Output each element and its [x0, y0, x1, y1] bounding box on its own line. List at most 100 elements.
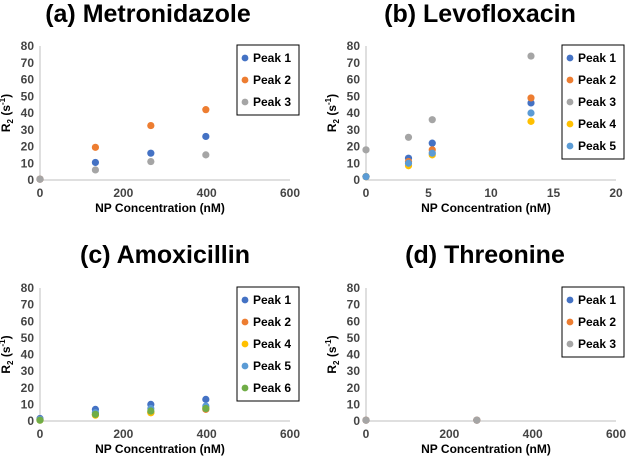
y-tick-label: 0 — [353, 173, 360, 187]
legend-label: Peak 2 — [578, 73, 616, 87]
y-tick-label: 30 — [347, 123, 361, 137]
y-tick-label: 60 — [21, 73, 35, 87]
data-point — [36, 416, 44, 424]
data-point — [527, 99, 535, 107]
series-peak-2 — [36, 106, 210, 183]
series-peak-4 — [362, 117, 535, 181]
data-point — [527, 109, 535, 117]
legend-label: Peak 5 — [578, 139, 616, 153]
legend-marker — [566, 76, 574, 84]
series-peak-6 — [36, 404, 210, 424]
x-tick-label: 200 — [439, 427, 459, 441]
series-peak-3 — [362, 52, 535, 154]
y-tick-label: 10 — [347, 156, 361, 170]
x-tick-label: 400 — [197, 427, 217, 441]
data-point — [202, 132, 210, 141]
series-peak-5 — [362, 109, 535, 181]
legend-marker — [241, 296, 249, 304]
y-tick-label: 40 — [21, 106, 35, 120]
data-point — [404, 159, 413, 167]
legend-label: Peak 4 — [253, 337, 291, 351]
y-tick-label: 60 — [347, 73, 361, 87]
data-point — [428, 116, 436, 124]
x-tick-label: 200 — [113, 427, 133, 441]
legend-marker — [241, 384, 249, 392]
data-point — [91, 166, 100, 174]
data-point — [202, 404, 210, 413]
series-peak-2 — [362, 94, 535, 181]
x-tick-label: 600 — [606, 427, 626, 441]
legend-marker — [566, 340, 574, 348]
y-axis-label: R2 (s-1) — [0, 94, 15, 132]
chart-panel-4: (d) Threonine 0 10 20 30 40 50 60 70 80 0 200 400 600… — [324, 241, 626, 456]
data-point — [428, 149, 436, 157]
y-tick-label: 40 — [347, 106, 361, 120]
data-point — [202, 151, 210, 159]
x-tick-label: 5 — [425, 186, 432, 200]
y-tick-label: 20 — [347, 140, 361, 154]
y-tick-label: 0 — [27, 414, 34, 428]
y-tick-label: 30 — [21, 364, 35, 378]
series-peak-2 — [36, 405, 210, 423]
y-tick-label: 0 — [27, 173, 34, 187]
legend-label: Peak 3 — [578, 95, 616, 109]
y-tick-label: 30 — [347, 364, 361, 378]
y-tick-label: 80 — [347, 281, 361, 295]
data-point — [147, 157, 155, 166]
legend-label: Peak 1 — [253, 51, 291, 65]
legend-label: Peak 6 — [253, 381, 291, 395]
y-axis-label: R2 (s-1) — [0, 335, 15, 373]
x-tick-label: 0 — [363, 427, 370, 441]
legend-label: Peak 3 — [253, 95, 291, 109]
x-tick-label: 400 — [523, 427, 543, 441]
y-tick-label: 10 — [21, 397, 35, 411]
x-tick-label: 400 — [197, 186, 217, 200]
legend-marker — [566, 54, 574, 62]
chart-title: (d) Threonine — [405, 241, 565, 269]
data-point — [527, 94, 535, 102]
legend-label: Peak 2 — [253, 315, 291, 329]
x-axis-label: NP Concentration (nM) — [95, 201, 225, 215]
y-tick-label: 40 — [347, 348, 361, 362]
data-point — [428, 139, 436, 147]
data-point — [527, 52, 535, 60]
legend-label: Peak 2 — [578, 315, 616, 329]
y-tick-label: 80 — [21, 281, 35, 295]
y-tick-label: 20 — [347, 381, 361, 395]
y-axis-label: R2 (s-1) — [324, 94, 341, 132]
data-point — [147, 149, 155, 157]
legend-marker — [241, 98, 249, 106]
y-tick-label: 80 — [21, 39, 35, 53]
legend-label: Peak 1 — [578, 293, 616, 307]
data-point — [147, 121, 155, 130]
x-tick-label: 0 — [37, 186, 44, 200]
legend-marker — [566, 142, 574, 150]
x-axis-label: NP Concentration (nM) — [421, 442, 551, 456]
y-tick-label: 20 — [21, 140, 35, 154]
x-axis-label: NP Concentration (nM) — [95, 442, 225, 456]
x-tick-label: 600 — [280, 427, 300, 441]
data-point — [91, 158, 100, 167]
data-point — [91, 410, 100, 418]
legend-marker — [566, 318, 574, 326]
chart-panel-3: (c) Amoxicillin 0 10 20 30 40 50 60 70 80 0 200 400 6… — [0, 241, 300, 456]
data-point — [527, 117, 535, 125]
data-point — [362, 416, 370, 424]
y-tick-label: 70 — [347, 298, 361, 312]
y-tick-label: 0 — [353, 414, 360, 428]
series-peak-2 — [362, 416, 481, 424]
y-axis-label: R2 (s-1) — [324, 335, 341, 373]
x-tick-label: 0 — [37, 427, 44, 441]
y-tick-label: 50 — [21, 89, 35, 103]
chart-panel-2: (b) Levofloxacin 0 10 20 30 40 50 60 70 80 0 5 10 15 2… — [324, 0, 625, 215]
x-tick-label: 600 — [280, 186, 300, 200]
data-point — [404, 133, 413, 141]
y-tick-label: 70 — [21, 298, 35, 312]
y-tick-label: 10 — [21, 156, 35, 170]
legend-marker — [241, 362, 249, 370]
y-tick-label: 30 — [21, 123, 35, 137]
x-axis-label: NP Concentration (nM) — [421, 201, 551, 215]
y-tick-label: 50 — [21, 331, 35, 345]
chart-title: (c) Amoxicillin — [80, 241, 250, 269]
y-tick-label: 60 — [347, 314, 361, 328]
